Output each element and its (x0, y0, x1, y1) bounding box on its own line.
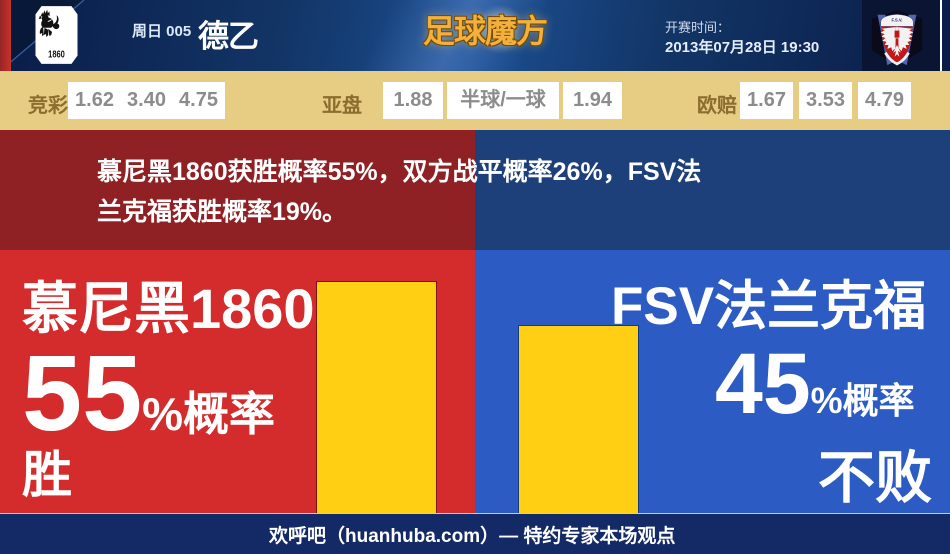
svg-text:1860: 1860 (48, 49, 65, 60)
svg-text:F.S.V.: F.S.V. (892, 18, 903, 23)
